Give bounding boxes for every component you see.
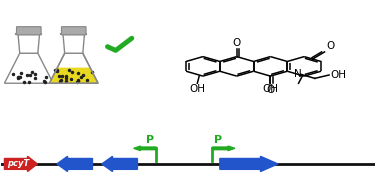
Text: OH: OH [331,70,347,80]
Text: O: O [266,85,274,95]
Text: P: P [214,135,222,145]
Text: pcyT: pcyT [7,159,29,168]
Text: OH: OH [262,84,278,94]
Text: O: O [326,41,335,51]
FancyArrow shape [57,156,92,172]
FancyArrow shape [5,156,37,172]
Polygon shape [18,34,39,53]
Polygon shape [5,53,53,83]
Text: OH: OH [190,84,205,94]
FancyArrow shape [212,146,235,151]
Text: P: P [147,135,155,145]
FancyArrow shape [102,156,137,172]
Polygon shape [63,34,85,53]
FancyArrow shape [220,156,278,172]
Text: O: O [233,38,241,48]
FancyBboxPatch shape [61,27,86,35]
FancyArrow shape [134,146,156,151]
Text: N: N [294,69,302,79]
FancyBboxPatch shape [17,27,41,35]
Polygon shape [49,68,98,83]
